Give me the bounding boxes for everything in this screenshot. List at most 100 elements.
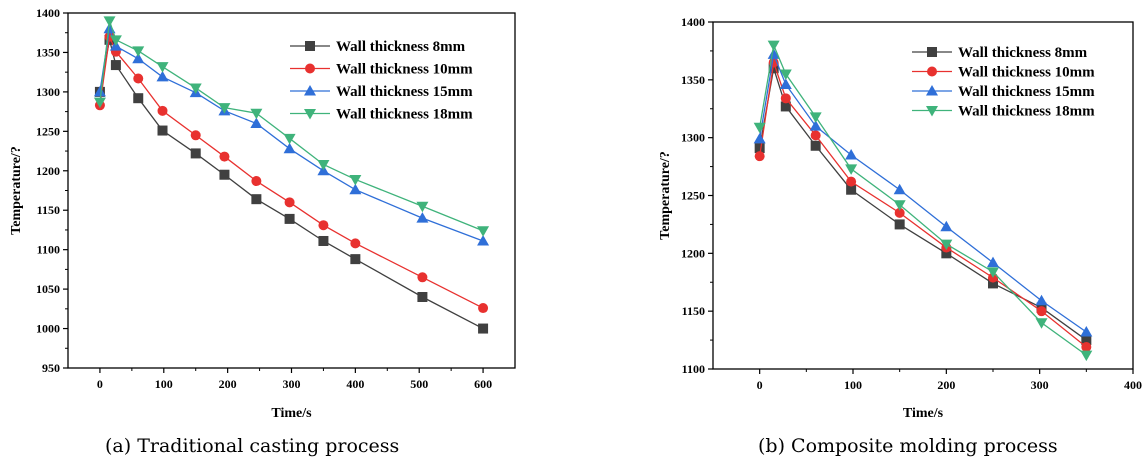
- legend-marker: [926, 85, 938, 96]
- data-point: [767, 40, 780, 52]
- data-point: [1081, 335, 1092, 346]
- legend-entry: Wall thickness 10mm: [336, 62, 473, 78]
- y-tick-label: 1300: [681, 131, 705, 145]
- series-line: [759, 42, 1087, 356]
- x-tick-label: 400: [1124, 378, 1142, 392]
- data-point: [1080, 350, 1093, 362]
- data-point: [940, 239, 953, 251]
- data-point: [767, 48, 780, 59]
- data-point: [1036, 306, 1047, 317]
- y-tick-label: 1100: [682, 362, 705, 376]
- data-point: [893, 200, 906, 211]
- data-point: [780, 101, 791, 112]
- data-point: [941, 248, 952, 259]
- data-point: [894, 219, 905, 230]
- data-point: [416, 212, 429, 223]
- data-point: [349, 174, 362, 186]
- x-tick-label: 600: [474, 377, 492, 391]
- data-point: [110, 60, 121, 71]
- figure-caption: (b) Composite molding process: [758, 435, 1058, 457]
- data-point: [350, 254, 361, 265]
- y-tick-label: 1200: [36, 164, 60, 178]
- data-point: [768, 63, 779, 74]
- data-point: [845, 164, 858, 175]
- data-point: [132, 46, 145, 57]
- y-tick-label: 1250: [36, 124, 60, 138]
- data-point: [283, 133, 296, 145]
- data-point: [809, 112, 822, 123]
- x-tick-label: 0: [757, 378, 763, 392]
- data-point: [93, 97, 106, 109]
- x-tick-label: 0: [97, 377, 103, 391]
- series-line: [759, 51, 1087, 333]
- data-point: [133, 73, 144, 84]
- data-point: [810, 140, 821, 151]
- y-axis-title: Temperature/?: [9, 146, 24, 235]
- y-tick-label: 1150: [682, 304, 705, 318]
- data-point: [987, 256, 999, 268]
- data-point: [1035, 318, 1048, 329]
- data-point: [987, 267, 999, 278]
- legend-entry: Wall thickness 15mm: [958, 84, 1095, 100]
- data-point: [845, 149, 858, 160]
- legend-entry: Wall thickness 8mm: [336, 39, 466, 55]
- data-point: [132, 52, 145, 64]
- data-point: [283, 142, 296, 154]
- chart-2: 0 100 200 300 400 1100 1150 1200 1250 1300 1350 140…: [658, 15, 1142, 457]
- x-axis-title: Time/s: [903, 406, 944, 421]
- series-4: [753, 40, 1093, 362]
- series-line: [759, 62, 1087, 348]
- data-point: [133, 93, 144, 104]
- data-point: [477, 234, 490, 246]
- legend-entry: Wall thickness 18mm: [958, 104, 1095, 120]
- legend-entry: Wall thickness 15mm: [336, 84, 473, 100]
- data-point: [284, 197, 295, 208]
- y-tick-label: 1150: [37, 203, 60, 217]
- legend-marker: [926, 106, 938, 117]
- legend-marker: [304, 85, 316, 96]
- legend-marker: [305, 41, 315, 51]
- data-point: [318, 235, 329, 246]
- y-tick-label: 1050: [36, 282, 60, 296]
- y-tick-label: 1000: [36, 322, 60, 336]
- data-point: [417, 292, 428, 302]
- y-tick-label: 950: [42, 361, 60, 375]
- x-tick-label: 100: [844, 378, 862, 392]
- x-tick-label: 200: [219, 377, 237, 391]
- data-point: [810, 130, 821, 141]
- x-tick-label: 300: [1031, 378, 1049, 392]
- x-axis-title: Time/s: [271, 406, 312, 421]
- data-point: [157, 125, 168, 136]
- x-tick-label: 400: [346, 377, 364, 391]
- legend: Wall thickness 8mm Wall thickness 10mm Wal…: [290, 39, 473, 123]
- chart-1: 0 100 200 300 400 500 600 950 1000 1050 1100 1150 12…: [9, 6, 516, 457]
- legend: Wall thickness 8mm Wall thickness 10mm Wal…: [912, 45, 1095, 120]
- data-point: [417, 272, 428, 283]
- data-point: [219, 169, 230, 180]
- y-tick-label: 1350: [681, 73, 705, 87]
- data-point: [349, 183, 362, 195]
- y-tick-label: 1200: [681, 246, 705, 260]
- legend-marker: [927, 47, 937, 57]
- data-point: [1035, 294, 1048, 306]
- data-point: [940, 220, 953, 232]
- series-4: [93, 16, 490, 237]
- data-point: [894, 207, 905, 218]
- data-point: [893, 183, 906, 195]
- legend-entry: Wall thickness 8mm: [958, 45, 1088, 61]
- data-point: [93, 85, 106, 97]
- data-point: [157, 105, 168, 116]
- data-point: [218, 103, 231, 114]
- data-point: [318, 220, 329, 231]
- data-point: [190, 148, 201, 159]
- data-point: [846, 176, 857, 187]
- data-point: [251, 194, 262, 205]
- data-point: [156, 62, 169, 73]
- data-point: [1081, 342, 1092, 353]
- data-point: [251, 176, 262, 187]
- figure-caption: (a) Traditional casting process: [105, 435, 399, 457]
- data-point: [190, 130, 201, 141]
- data-point: [478, 303, 489, 314]
- data-point: [754, 143, 765, 154]
- data-point: [109, 35, 122, 46]
